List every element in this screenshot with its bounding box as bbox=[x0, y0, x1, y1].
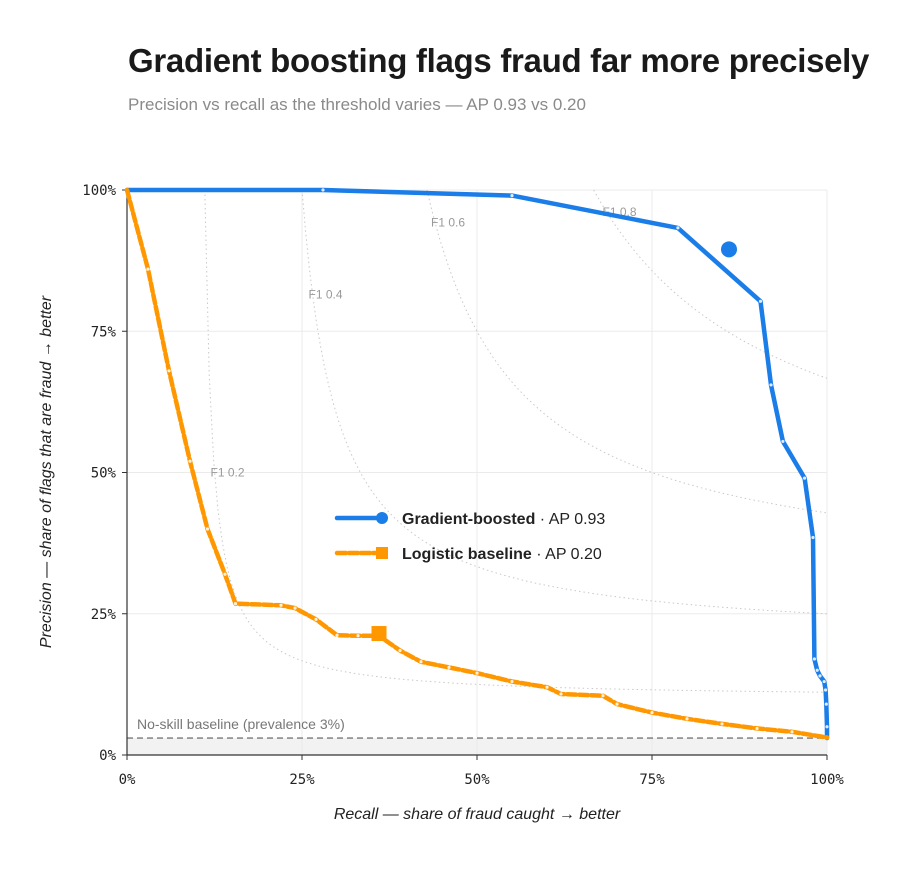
legend-ap-value: AP 0.93 bbox=[549, 511, 606, 528]
threshold-point bbox=[755, 726, 759, 731]
legend-series-name: Gradient-boosted bbox=[402, 511, 535, 528]
threshold-point bbox=[335, 633, 339, 637]
x-axis-label: Recall — share of fraud caught → better bbox=[334, 806, 621, 823]
threshold-point bbox=[223, 572, 227, 576]
x-tick-label: 25% bbox=[289, 772, 315, 788]
threshold-point bbox=[811, 535, 815, 540]
threshold-point bbox=[510, 194, 514, 198]
iso-f1-curves: F1 0.2F1 0.4F1 0.6F1 0.8 bbox=[204, 189, 828, 693]
chart-title: Gradient boosting flags fraud far more p… bbox=[128, 42, 870, 79]
series-lines bbox=[124, 187, 830, 741]
legend: Gradient-boosted · AP 0.93 Logistic basel… bbox=[334, 511, 605, 563]
threshold-point bbox=[824, 688, 828, 692]
axes: 0% 25% 50% 75% 100% 0% 25% 50% 75% 100% bbox=[82, 183, 844, 788]
x-tick-label: 50% bbox=[464, 772, 490, 788]
legend-separator: · bbox=[532, 546, 545, 563]
legend-series-name: Logistic baseline bbox=[402, 546, 532, 563]
threshold-point bbox=[676, 226, 680, 230]
threshold-point bbox=[188, 459, 192, 463]
y-tick-label: 25% bbox=[91, 607, 117, 623]
baseline-label: No-skill baseline (prevalence 3%) bbox=[137, 716, 345, 732]
threshold-point bbox=[720, 722, 724, 726]
threshold-point bbox=[559, 692, 563, 696]
threshold-point bbox=[205, 527, 210, 531]
operating-point-marker bbox=[721, 241, 737, 258]
y-tick-label: 75% bbox=[91, 324, 117, 340]
threshold-point bbox=[790, 730, 794, 734]
threshold-point bbox=[825, 725, 829, 729]
threshold-point bbox=[812, 657, 817, 661]
iso-f1-label: F1 0.6 bbox=[431, 215, 465, 229]
threshold-point bbox=[293, 606, 297, 610]
x-tick-label: 75% bbox=[639, 772, 665, 788]
threshold-point bbox=[356, 634, 360, 638]
iso-f1-label: F1 0.4 bbox=[309, 287, 343, 301]
threshold-point bbox=[279, 603, 283, 607]
iso-f1-curve bbox=[204, 189, 827, 693]
no-skill-baseline: No-skill baseline (prevalence 3%) bbox=[127, 716, 827, 739]
threshold-point bbox=[769, 383, 773, 387]
legend-marker bbox=[376, 512, 388, 524]
series-line-logistic-baseline bbox=[124, 187, 830, 740]
y-tick-label: 100% bbox=[82, 183, 116, 199]
operating-point-marker bbox=[371, 626, 387, 642]
threshold-point bbox=[685, 717, 689, 721]
threshold-point bbox=[615, 702, 619, 706]
threshold-point bbox=[146, 267, 150, 271]
iso-f1-label: F1 0.2 bbox=[211, 466, 245, 480]
threshold-point bbox=[758, 299, 763, 303]
threshold-point bbox=[601, 694, 605, 698]
threshold-point bbox=[314, 617, 318, 622]
threshold-point bbox=[510, 679, 514, 684]
threshold-point bbox=[822, 679, 826, 684]
threshold-point bbox=[824, 702, 828, 706]
threshold-point bbox=[475, 671, 479, 675]
x-tick-label: 100% bbox=[810, 772, 844, 788]
y-tick-label: 50% bbox=[91, 466, 117, 482]
threshold-point bbox=[781, 439, 785, 444]
threshold-point bbox=[815, 668, 819, 672]
threshold-point bbox=[167, 369, 171, 373]
legend-entry: Gradient-boosted · AP 0.93 bbox=[402, 511, 605, 528]
threshold-point bbox=[233, 601, 238, 606]
chart-subtitle: Precision vs recall as the threshold var… bbox=[128, 95, 586, 114]
threshold-point bbox=[419, 660, 423, 664]
iso-f1-curve bbox=[593, 189, 828, 379]
x-tick-label: 0% bbox=[119, 772, 136, 788]
legend-separator: · bbox=[535, 511, 548, 528]
threshold-point bbox=[545, 685, 549, 689]
threshold-point bbox=[803, 476, 807, 480]
legend-marker bbox=[376, 547, 388, 559]
legend-entry: Logistic baseline · AP 0.20 bbox=[402, 546, 602, 563]
legend-ap-value: AP 0.20 bbox=[545, 546, 602, 563]
threshold-point bbox=[321, 188, 325, 192]
threshold-point bbox=[818, 674, 822, 678]
threshold-point bbox=[650, 711, 654, 715]
y-tick-label: 0% bbox=[99, 748, 116, 764]
threshold-point bbox=[447, 665, 451, 670]
y-axis-label: Precision — share of flags that are frau… bbox=[38, 295, 55, 648]
threshold-point bbox=[398, 648, 402, 653]
